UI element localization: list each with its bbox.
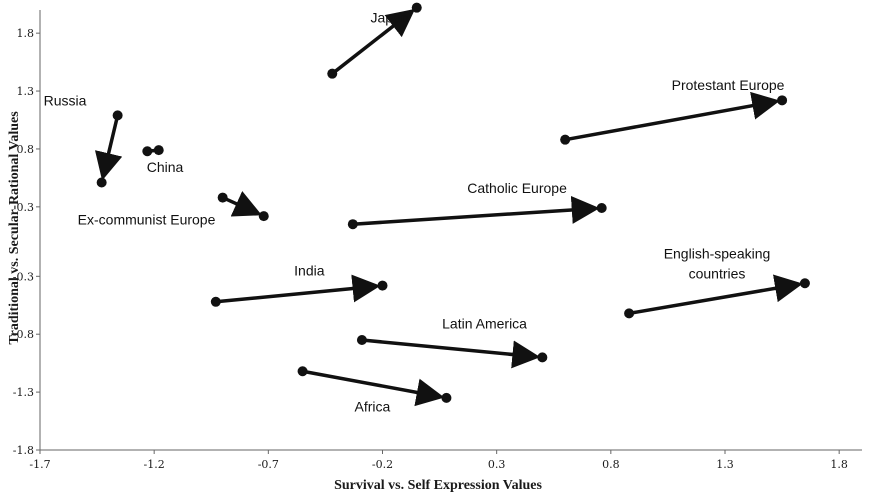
x-tick-label: 0.8 — [602, 458, 620, 471]
x-tick-label: -1.2 — [144, 458, 165, 471]
data-marks — [94, 2, 810, 407]
end-point-english-speaking-countries — [799, 278, 810, 289]
x-tick-label: 1.8 — [830, 458, 848, 471]
group-label-catholic-europe: Catholic Europe — [467, 180, 567, 196]
group-label-line: English-speaking — [664, 245, 771, 261]
end-point-latin-america — [537, 352, 548, 363]
trajectory-africa — [302, 369, 445, 407]
trajectory-russia — [94, 114, 123, 181]
start-point-ex-communist-europe — [217, 192, 228, 203]
y-tick-label: 0.8 — [17, 143, 35, 156]
group-label-protestant-europe: Protestant Europe — [672, 77, 785, 93]
y-tick-label: -0.8 — [13, 328, 34, 341]
group-label-india: India — [294, 263, 325, 279]
trajectory-latin-america — [361, 338, 541, 369]
x-tick-label: -1.7 — [29, 458, 50, 471]
group-labels: Japan Protestant Europe Russia China Ex-comm… — [44, 10, 785, 415]
group-label-line: countries — [689, 265, 746, 281]
start-point-japan — [327, 68, 338, 79]
end-point-protestant-europe — [777, 95, 788, 106]
trajectory-catholic-europe — [352, 195, 600, 226]
x-tick-label: 1.3 — [716, 458, 734, 471]
end-point-ex-communist-europe — [258, 211, 269, 222]
y-tick-label: -1.3 — [13, 386, 34, 399]
y-axis-title: Traditional vs. Secular-Rational Values — [7, 111, 22, 345]
start-point-africa — [297, 366, 308, 377]
start-point-protestant-europe — [560, 134, 571, 145]
group-label-ex-communist-europe: Ex-communist Europe — [78, 212, 216, 228]
end-point-japan — [411, 2, 422, 13]
axes — [39, 10, 862, 451]
x-tick-label: -0.2 — [372, 458, 393, 471]
start-point-latin-america — [356, 335, 367, 345]
end-point-africa — [441, 392, 452, 403]
group-label-china: China — [147, 159, 184, 175]
start-point-china — [142, 146, 153, 157]
x-axis-title: Survival vs. Self Expression Values — [334, 478, 542, 493]
trajectory-india — [215, 274, 381, 304]
y-tick-label: -0.3 — [13, 270, 34, 283]
end-point-india — [377, 280, 388, 291]
start-point-russia — [112, 110, 123, 121]
start-point-india — [210, 296, 221, 307]
group-label-english-speaking-countries: English-speaking countries — [664, 245, 771, 281]
y-tick-label: 1.3 — [17, 85, 35, 98]
end-point-russia — [96, 177, 107, 188]
trajectory-protestant-europe — [564, 91, 781, 142]
trajectory-ex-communist-europe — [221, 191, 262, 217]
tick-labels: -1.7 -1.2 -0.7 -0.2 0.3 0.8 1.3 1.8 1.8 1.3 0.8 0.3… — [13, 27, 848, 471]
start-point-catholic-europe — [347, 219, 358, 230]
y-tick-label: 0.3 — [17, 201, 35, 214]
x-tick-label: 0.3 — [488, 458, 506, 471]
start-point-english-speaking-countries — [624, 308, 635, 319]
group-label-africa: Africa — [355, 399, 391, 415]
trajectory-japan — [331, 8, 416, 76]
trajectory-english-speaking-countries — [628, 274, 803, 316]
y-tick-label: 1.8 — [17, 27, 35, 40]
group-label-latin-america: Latin America — [442, 316, 527, 332]
end-point-china — [153, 145, 164, 156]
group-label-russia: Russia — [44, 92, 87, 108]
x-tick-label: -0.7 — [258, 458, 279, 471]
y-tick-label: -1.8 — [13, 444, 34, 457]
group-label-japan: Japan — [371, 10, 409, 26]
end-point-catholic-europe — [596, 203, 607, 213]
